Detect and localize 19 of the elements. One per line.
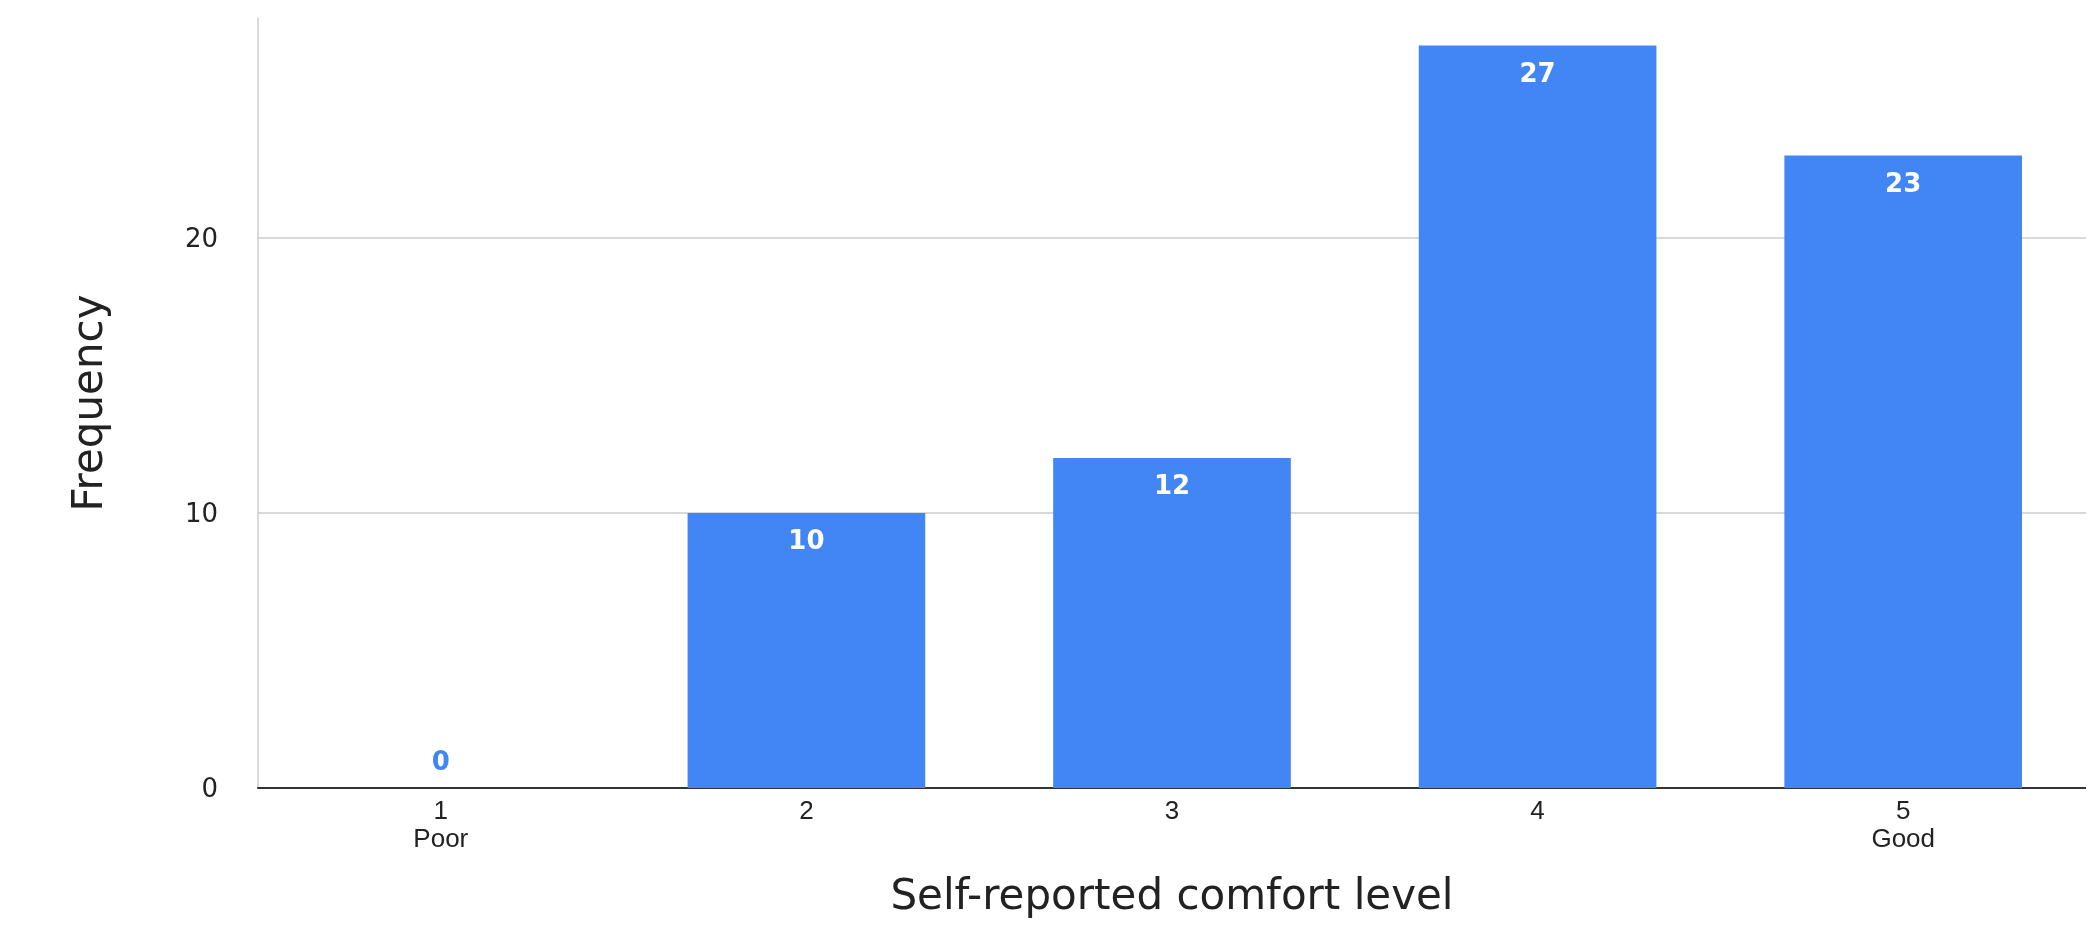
- x-tick-label: 5 Good: [1871, 795, 1935, 853]
- y-tick-label: 0: [201, 773, 218, 803]
- y-tick-label: 20: [184, 223, 218, 253]
- data-label: 0: [431, 746, 450, 776]
- bar: [1053, 458, 1291, 788]
- bar: [1784, 155, 2023, 788]
- x-tick-label: 4: [1530, 795, 1545, 825]
- x-axis-title: Self-reported comfort level: [890, 869, 1454, 919]
- data-label: 10: [788, 525, 825, 555]
- bar: [687, 513, 926, 788]
- data-label: 23: [1885, 167, 1922, 198]
- x-tick-label: 1 Poor: [413, 795, 469, 853]
- x-tick-label: 2: [799, 795, 814, 825]
- data-label: 12: [1153, 470, 1191, 500]
- bar: [1418, 45, 1657, 788]
- x-tick-label: 3: [1164, 795, 1180, 825]
- data-label: 27: [1519, 57, 1556, 88]
- y-tick-label: 10: [184, 498, 218, 528]
- y-axis-title: Frequency: [62, 294, 112, 512]
